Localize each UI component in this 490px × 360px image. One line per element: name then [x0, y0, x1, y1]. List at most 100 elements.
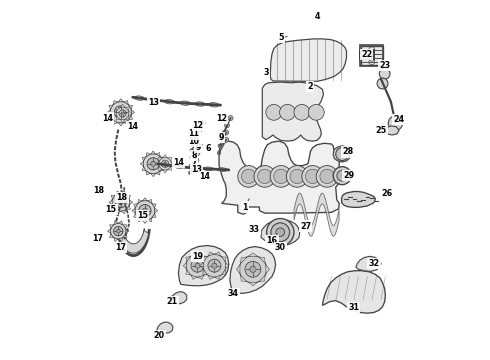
- Circle shape: [290, 169, 304, 184]
- Polygon shape: [114, 221, 118, 225]
- Polygon shape: [129, 111, 132, 116]
- Polygon shape: [121, 104, 124, 107]
- Polygon shape: [186, 270, 190, 275]
- Circle shape: [196, 142, 201, 147]
- Circle shape: [118, 110, 123, 115]
- Circle shape: [147, 158, 159, 170]
- Polygon shape: [157, 322, 173, 333]
- Circle shape: [159, 157, 171, 170]
- Polygon shape: [203, 270, 207, 275]
- Polygon shape: [156, 153, 160, 156]
- Polygon shape: [208, 275, 214, 279]
- Circle shape: [114, 106, 127, 119]
- Bar: [360, 45, 383, 66]
- Polygon shape: [129, 200, 133, 204]
- Text: 15: 15: [137, 211, 148, 220]
- Circle shape: [271, 223, 290, 242]
- Circle shape: [320, 169, 334, 184]
- Circle shape: [143, 154, 163, 174]
- Circle shape: [189, 164, 193, 167]
- Circle shape: [224, 123, 229, 128]
- Circle shape: [316, 166, 338, 187]
- Polygon shape: [156, 162, 159, 166]
- Text: 10: 10: [188, 137, 199, 146]
- Circle shape: [245, 261, 261, 277]
- Polygon shape: [262, 82, 323, 141]
- Polygon shape: [131, 110, 134, 114]
- Circle shape: [242, 169, 256, 184]
- Circle shape: [117, 229, 120, 233]
- Text: 19: 19: [192, 252, 203, 261]
- Circle shape: [190, 156, 194, 159]
- Circle shape: [162, 160, 169, 167]
- Polygon shape: [209, 263, 212, 269]
- Polygon shape: [186, 257, 190, 262]
- Polygon shape: [221, 270, 226, 275]
- Polygon shape: [132, 208, 135, 213]
- Circle shape: [379, 68, 390, 79]
- Polygon shape: [198, 275, 204, 279]
- Ellipse shape: [174, 165, 184, 168]
- Polygon shape: [156, 171, 160, 175]
- Polygon shape: [107, 229, 111, 233]
- Polygon shape: [114, 238, 118, 242]
- Text: 2: 2: [307, 82, 313, 91]
- Text: 18: 18: [116, 193, 127, 202]
- Circle shape: [222, 131, 226, 134]
- Polygon shape: [123, 234, 127, 238]
- Text: 13: 13: [191, 165, 202, 174]
- Polygon shape: [236, 265, 240, 274]
- Text: 7: 7: [191, 158, 196, 167]
- Polygon shape: [200, 263, 203, 269]
- Polygon shape: [205, 257, 209, 262]
- Text: 14: 14: [199, 172, 210, 181]
- Polygon shape: [205, 270, 209, 275]
- Polygon shape: [116, 116, 120, 120]
- Polygon shape: [142, 157, 146, 161]
- Polygon shape: [116, 210, 121, 213]
- Circle shape: [250, 266, 256, 273]
- Polygon shape: [342, 192, 375, 207]
- Polygon shape: [158, 167, 162, 170]
- Circle shape: [203, 254, 226, 277]
- Polygon shape: [114, 120, 118, 124]
- Text: 20: 20: [154, 331, 165, 340]
- Text: 12: 12: [216, 114, 227, 122]
- Polygon shape: [124, 120, 128, 124]
- Circle shape: [302, 166, 323, 187]
- Polygon shape: [123, 225, 127, 228]
- Text: 4: 4: [314, 12, 320, 21]
- Polygon shape: [119, 123, 123, 126]
- Circle shape: [388, 116, 403, 130]
- Text: 32: 32: [368, 259, 379, 268]
- Polygon shape: [121, 120, 124, 123]
- Polygon shape: [266, 265, 270, 274]
- Text: 25: 25: [375, 126, 387, 135]
- Text: 11: 11: [188, 130, 199, 139]
- Polygon shape: [230, 247, 275, 293]
- Circle shape: [139, 204, 151, 217]
- Text: 24: 24: [393, 115, 405, 124]
- Text: 16: 16: [267, 236, 277, 245]
- Polygon shape: [147, 153, 150, 156]
- Text: 3: 3: [264, 68, 270, 77]
- Text: 8: 8: [191, 151, 196, 160]
- Polygon shape: [147, 171, 150, 175]
- Circle shape: [194, 158, 199, 163]
- Polygon shape: [225, 263, 229, 269]
- Circle shape: [239, 256, 267, 283]
- Text: 31: 31: [348, 303, 359, 312]
- Polygon shape: [109, 105, 113, 109]
- Polygon shape: [168, 157, 172, 161]
- Ellipse shape: [164, 99, 174, 104]
- Polygon shape: [385, 126, 399, 135]
- Circle shape: [121, 112, 124, 115]
- Polygon shape: [215, 252, 221, 256]
- Circle shape: [164, 162, 167, 165]
- Polygon shape: [248, 253, 257, 256]
- Polygon shape: [333, 146, 350, 162]
- Text: 5: 5: [278, 33, 284, 42]
- Polygon shape: [259, 275, 265, 282]
- Circle shape: [305, 169, 320, 184]
- Bar: [360, 50, 374, 59]
